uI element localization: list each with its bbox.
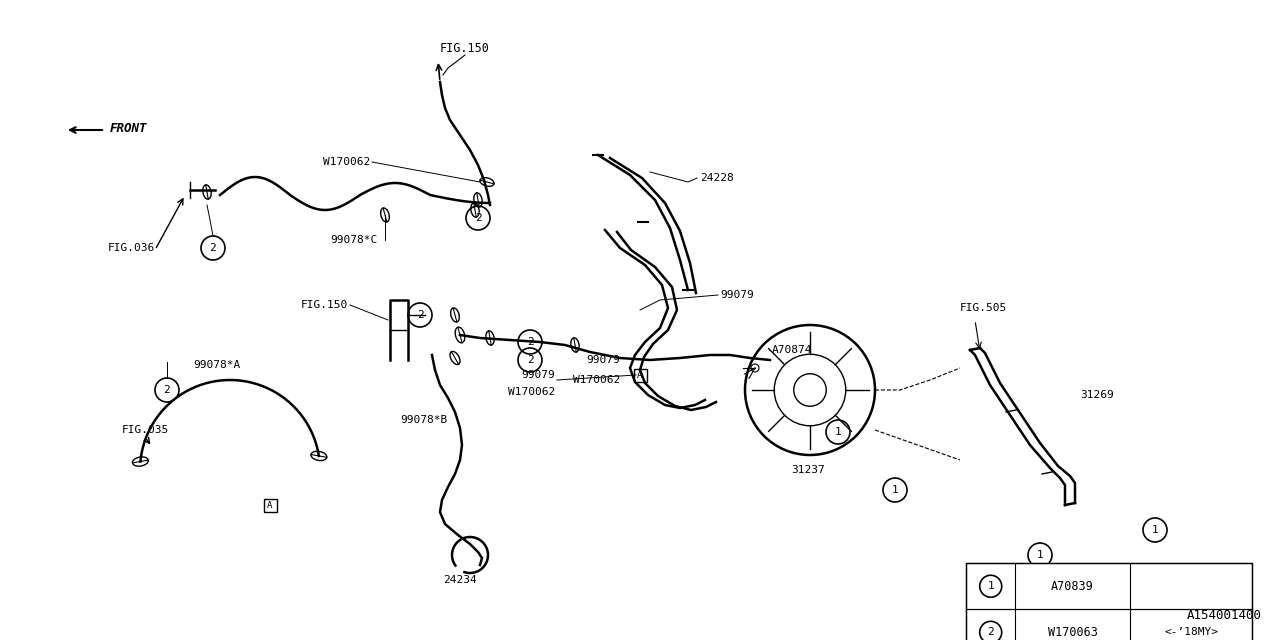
Bar xyxy=(264,499,276,511)
Text: W170062: W170062 xyxy=(323,157,370,167)
Text: 2: 2 xyxy=(526,355,534,365)
Text: 31237: 31237 xyxy=(791,465,824,475)
Text: A70874: A70874 xyxy=(772,345,813,355)
Text: 1: 1 xyxy=(1152,525,1158,535)
Text: 1: 1 xyxy=(987,581,995,591)
Text: W170062: W170062 xyxy=(508,387,556,397)
Text: 2: 2 xyxy=(526,337,534,347)
Text: FRONT: FRONT xyxy=(110,122,147,134)
Text: 2: 2 xyxy=(416,310,424,320)
Text: 1: 1 xyxy=(892,485,899,495)
Text: 99078*C: 99078*C xyxy=(330,235,378,245)
Text: 2: 2 xyxy=(475,213,481,223)
Bar xyxy=(966,563,1252,640)
Text: 2: 2 xyxy=(987,627,995,637)
Text: 99079: 99079 xyxy=(719,290,754,300)
Text: 99078*B: 99078*B xyxy=(399,415,447,425)
Text: 2: 2 xyxy=(164,385,170,395)
Text: FIG.150: FIG.150 xyxy=(440,42,490,54)
Text: FIG.505: FIG.505 xyxy=(960,303,1007,313)
Bar xyxy=(634,369,646,381)
Text: W170062: W170062 xyxy=(572,375,620,385)
Text: 2: 2 xyxy=(210,243,216,253)
Text: <-’18MY>: <-’18MY> xyxy=(1164,627,1219,637)
Text: 31269: 31269 xyxy=(1080,390,1114,400)
Text: 24228: 24228 xyxy=(700,173,733,183)
Text: 24234: 24234 xyxy=(443,575,477,585)
Text: 99079: 99079 xyxy=(521,370,556,380)
Text: FIG.150: FIG.150 xyxy=(301,300,348,310)
Text: 99078*A: 99078*A xyxy=(193,360,241,370)
Text: FIG.035: FIG.035 xyxy=(122,425,169,435)
Text: 1: 1 xyxy=(1037,550,1043,560)
Text: A70839: A70839 xyxy=(1051,580,1094,593)
Text: A: A xyxy=(268,500,273,509)
Text: 1: 1 xyxy=(835,427,841,437)
Text: A: A xyxy=(637,371,643,380)
Text: FIG.036: FIG.036 xyxy=(108,243,155,253)
Text: A154001400: A154001400 xyxy=(1187,609,1262,622)
Text: 99079: 99079 xyxy=(586,355,620,365)
Text: W170063: W170063 xyxy=(1048,626,1097,639)
